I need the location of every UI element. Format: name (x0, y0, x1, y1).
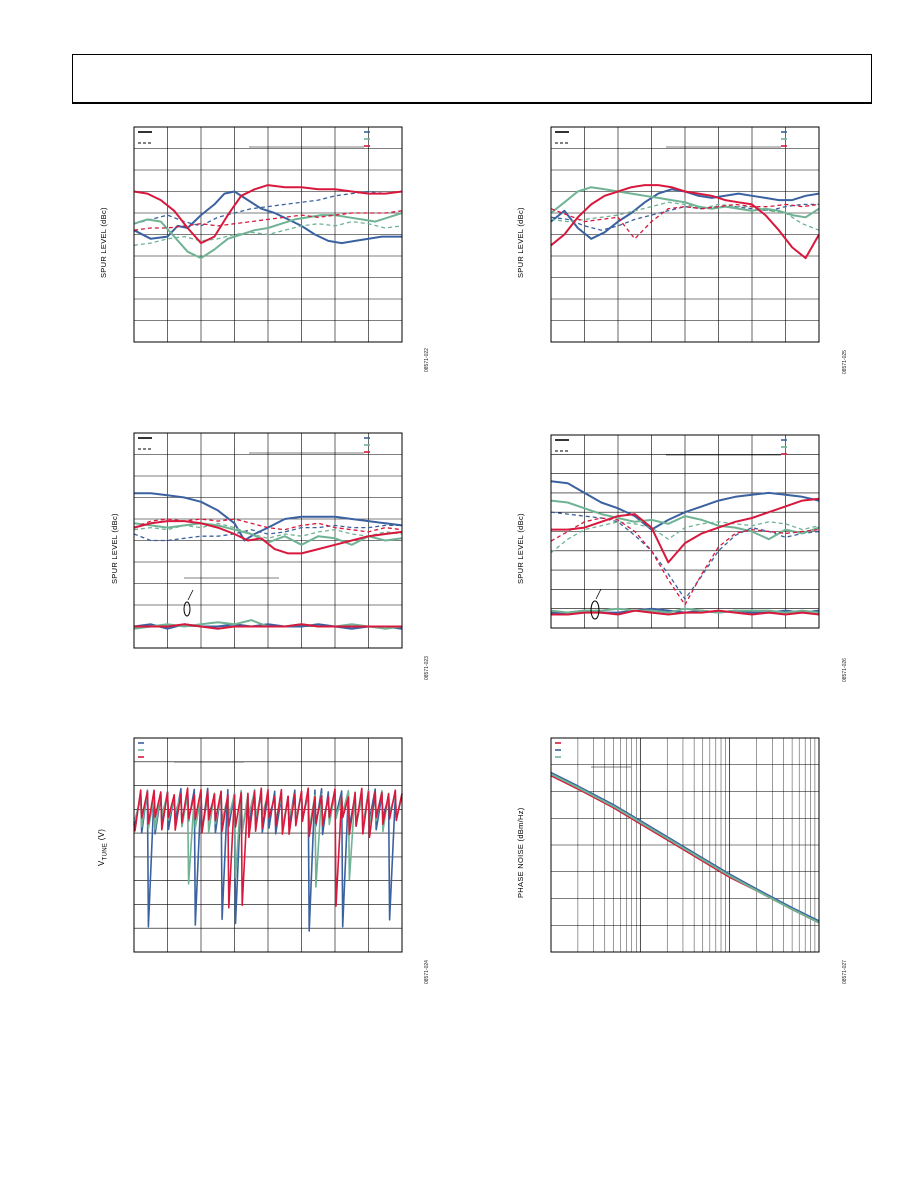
series-line-1 (133, 524, 402, 542)
series-line-2 (550, 499, 820, 541)
grid (134, 738, 402, 952)
chart-svg-4 (550, 434, 820, 629)
legend (138, 742, 244, 763)
series-line-8 (551, 609, 820, 616)
series-line-4 (551, 497, 820, 564)
plot-frame (133, 432, 403, 649)
chart-svg-3 (133, 432, 403, 649)
chart-svg-2 (550, 126, 820, 343)
plot-frame (133, 126, 403, 343)
legend (555, 131, 787, 148)
chart-1-figure-id: 08571-022 (424, 348, 430, 372)
series-line-5 (133, 518, 403, 533)
series-line-1 (133, 190, 403, 227)
series-line-2 (133, 212, 403, 260)
plot-frame (133, 737, 403, 953)
chart-2-ylabel: SPUR LEVEL (dBc) (516, 207, 525, 278)
series-line-5 (550, 203, 820, 240)
chart-panel-6 (550, 737, 820, 953)
chart-4-figure-id: 08571-026 (842, 658, 848, 682)
chart-panel-1 (133, 126, 403, 343)
series-line-5 (133, 210, 403, 231)
series-line-3 (133, 220, 403, 246)
grid (551, 127, 819, 342)
legend (138, 437, 370, 454)
page-header-box (72, 54, 872, 104)
annotation-leader (595, 588, 602, 600)
annotation-ellipse (183, 601, 191, 617)
series-line-0 (550, 480, 820, 531)
annotation-leader (187, 589, 194, 601)
series-line-2 (133, 787, 403, 909)
legend (138, 131, 370, 148)
series-line-1 (550, 511, 820, 600)
legend (555, 742, 631, 768)
series-line-3 (550, 521, 820, 554)
chart-5-ylabel-sub: TUNE (102, 842, 109, 861)
grid (550, 738, 819, 952)
series-line-4 (133, 520, 403, 555)
series-line-2 (550, 186, 820, 219)
plot-frame (550, 434, 820, 629)
annotation-ellipse (590, 600, 600, 620)
chart-5-ylabel-unit: (V) (97, 828, 106, 843)
series-line-0 (133, 190, 402, 245)
chart-4-ylabel: SPUR LEVEL (dBc) (516, 513, 525, 584)
chart-2-figure-id: 08571-025 (842, 350, 848, 374)
chart-panel-5 (133, 737, 403, 953)
chart-6-figure-id: 08571-027 (842, 960, 848, 984)
chart-svg-6 (550, 737, 820, 953)
series-line-3 (133, 522, 403, 539)
plot-frame (550, 126, 820, 343)
chart-5-figure-id: 08571-024 (424, 960, 430, 984)
series-line-3 (550, 201, 820, 231)
legend (555, 439, 787, 456)
chart-svg-1 (133, 126, 403, 343)
series-line-5 (550, 517, 820, 606)
series-line-8 (134, 623, 402, 630)
chart-panel-3 (133, 432, 403, 649)
chart-panel-4 (550, 434, 820, 629)
chart-6-ylabel: PHASE NOISE (dBm/Hz) (516, 807, 525, 898)
chart-5-ylabel-main: V (97, 860, 106, 866)
chart-panel-2 (550, 126, 820, 343)
series-line-7 (550, 607, 820, 614)
series-line-1 (550, 771, 820, 923)
series-line-4 (550, 184, 820, 260)
chart-svg-5 (133, 737, 403, 953)
chart-5-ylabel: VTUNE (V) (97, 829, 109, 866)
chart-3-ylabel: SPUR LEVEL (dBc) (110, 513, 119, 584)
series-line-2 (550, 773, 820, 924)
chart-1-ylabel: SPUR LEVEL (dBc) (99, 207, 108, 278)
plot-frame (550, 737, 820, 953)
series-line-0 (134, 492, 403, 542)
series-line-4 (133, 184, 403, 245)
chart-3-figure-id: 08571-023 (424, 656, 430, 680)
